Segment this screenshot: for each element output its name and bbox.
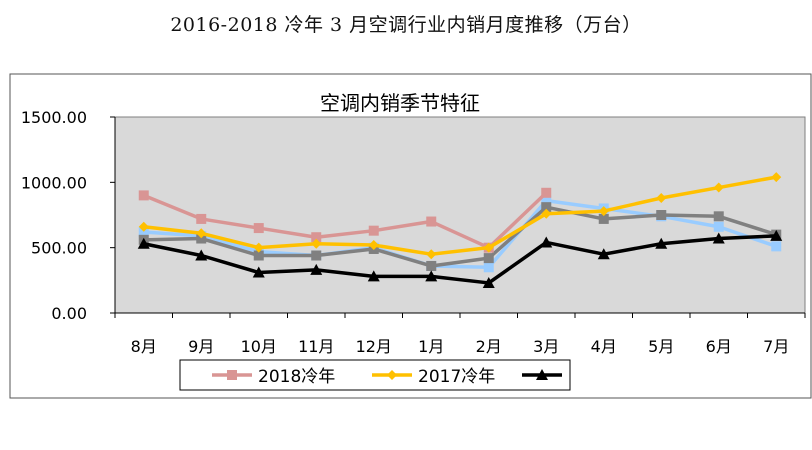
series-point: [367, 270, 380, 282]
x-tick-label: 11月: [298, 337, 334, 356]
series-point: [368, 225, 379, 236]
series-1: [138, 202, 782, 271]
series-point: [656, 193, 667, 204]
chart-title: 空调内销季节特征: [320, 91, 480, 115]
x-axis: 8月 9月 10月 11月 12月 1月 2月 3月 4月 5月 6月 7月: [114, 312, 806, 356]
series-point: [196, 228, 207, 239]
y-tick-label: 1000.00: [21, 173, 87, 192]
y-tick-label: 1500.00: [21, 108, 87, 127]
series-point: [541, 202, 552, 213]
legend-label: 2017冷年: [418, 367, 495, 387]
x-tick-label: 5月: [648, 337, 674, 356]
series-point: [541, 195, 552, 206]
series-point: [387, 370, 397, 380]
page-title: 2016-2018 冷年 3 月空调行业内销月度推移（万台）: [170, 14, 642, 36]
series-point: [195, 249, 208, 261]
series-point: [138, 221, 149, 232]
legend-item: 2018冷年: [212, 367, 335, 387]
x-tick-label: 1月: [418, 337, 444, 356]
x-tick-label: 8月: [131, 337, 157, 356]
series-point: [713, 182, 724, 193]
series-point: [426, 260, 437, 271]
series-point: [138, 226, 149, 237]
series-point: [541, 208, 552, 219]
series-point: [656, 210, 667, 220]
series-point: [426, 249, 437, 260]
x-tick-label: 7月: [763, 337, 789, 356]
series-4: [137, 229, 783, 288]
series-point: [598, 213, 609, 224]
series-point: [426, 216, 437, 227]
series-point: [541, 187, 552, 198]
x-tick-label: 10月: [241, 337, 277, 356]
x-tick-label: 3月: [533, 337, 559, 356]
y-tick-label: 500.00: [31, 239, 87, 258]
series-point: [253, 223, 264, 234]
series-point: [311, 250, 322, 261]
series-point: [196, 233, 207, 244]
series-point: [311, 232, 322, 243]
series-point: [483, 242, 494, 253]
legend-item: [522, 369, 562, 380]
series-point: [253, 250, 264, 261]
series-layer: [137, 172, 783, 288]
series-line: [143, 198, 777, 270]
series-point: [483, 253, 494, 264]
x-tick-label: 9月: [188, 337, 214, 356]
series-point: [713, 211, 724, 222]
legend-item: 2017冷年: [372, 367, 495, 387]
legend-label: 2018冷年: [258, 367, 335, 387]
series-point: [310, 263, 323, 275]
x-tick-label: 2月: [476, 337, 502, 356]
series-line: [143, 205, 777, 268]
series-point: [536, 369, 548, 380]
x-tick-label: 12月: [356, 337, 392, 356]
series-point: [712, 232, 725, 244]
series-point: [425, 270, 438, 282]
y-axis: 0.00 500.00 1000.00 1500.00: [21, 108, 116, 323]
series-line: [143, 175, 777, 256]
legend: 2018冷年 2017冷年: [212, 367, 562, 387]
series-point: [713, 221, 724, 232]
series-point: [252, 266, 265, 278]
series-line: [143, 234, 777, 285]
series-point: [311, 238, 322, 249]
series-point: [482, 276, 495, 288]
series-line: [143, 191, 548, 250]
series-point: [368, 240, 379, 251]
y-tick-label: 0.00: [51, 304, 87, 323]
series-point: [253, 242, 264, 253]
series-point: [227, 370, 237, 380]
series-point: [540, 236, 553, 248]
x-tick-label: 6月: [706, 337, 732, 356]
series-point: [483, 262, 494, 273]
series-point: [598, 206, 609, 217]
series-point: [771, 172, 782, 183]
series-point: [597, 248, 610, 260]
x-tick-label: 4月: [591, 337, 617, 356]
series-point: [655, 237, 668, 249]
series-point: [771, 241, 782, 252]
series-point: [137, 237, 150, 249]
series-3: [138, 172, 782, 260]
series-point: [138, 190, 149, 201]
series-point: [770, 229, 783, 241]
series-point: [196, 213, 207, 224]
